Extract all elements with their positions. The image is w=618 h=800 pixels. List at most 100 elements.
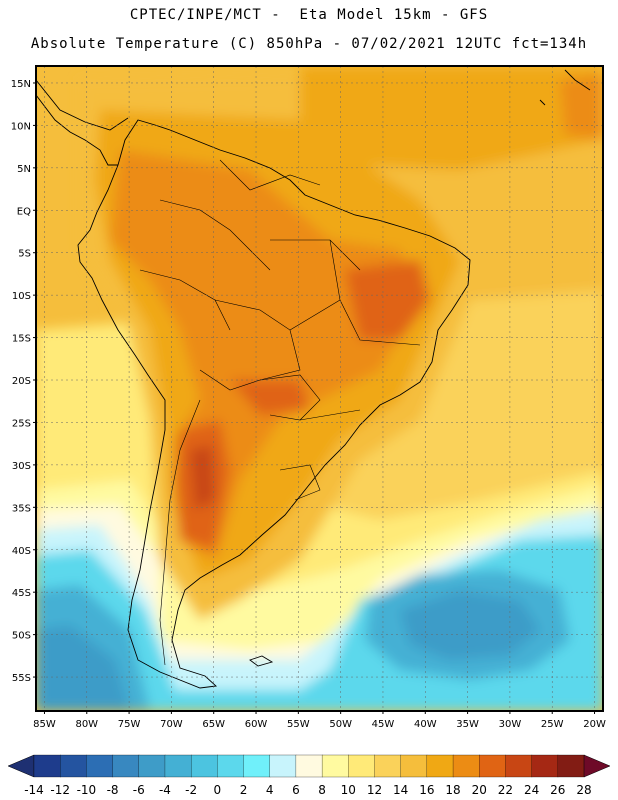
colorbar-swatch [348,754,376,778]
longitude-label: 75W [118,719,141,730]
field-band-minus2c [36,625,130,711]
colorbar [7,754,611,778]
colorbar-swatch [164,754,192,778]
colorbar-swatch [321,754,349,778]
colorbar-label: 24 [524,783,539,797]
colorbar-swatch [374,754,402,778]
coastlines [36,69,591,689]
longitude-label: 50W [329,719,352,730]
field-band-18c-northeast [560,75,603,140]
colorbar-swatch [269,754,297,778]
field-band-22c [190,445,215,510]
latitude-label: 15S [12,334,31,345]
border-peru-brazil [139,269,231,331]
south-america-coast [77,119,471,689]
colorbar-label: 4 [266,783,274,797]
colorbar-label: -10 [77,783,97,797]
colorbar-swatch [557,754,585,778]
latitude-label: 15N [11,79,31,90]
map-frame [35,65,604,712]
colorbar-label: 14 [393,783,408,797]
colorbar-label: 16 [419,783,434,797]
colorbar-labels: -14 -12 -10 -8 -6 -4 -2 0 2 4 6 8 10 12 14 16 18 20 22 24 26… [24,783,591,797]
colorbar-label: -2 [185,783,197,797]
border-uruguay [279,464,321,501]
latitude-label: 50S [12,631,31,642]
colorbar-swatch [243,754,271,778]
longitude-label: 80W [75,719,98,730]
colorbar-label: 22 [498,783,513,797]
colorbar-label: 20 [472,783,487,797]
colorbar-label: 10 [341,783,356,797]
colorbar-label: -4 [159,783,171,797]
latitude-label: 5N [17,164,31,175]
latitude-label: 5S [18,249,31,260]
latitude-label: 25S [12,418,31,429]
colorbar-label: -6 [133,783,145,797]
latitude-label: 40S [12,546,31,557]
colorbar-low-arrow [7,754,35,778]
colorbar-swatch [426,754,454,778]
temperature-field [36,66,603,711]
falklands-coast [249,655,274,667]
country-borders [139,159,421,666]
latitude-label: 20S [12,376,31,387]
colorbar-label: 6 [292,783,300,797]
colorbar-swatch [452,754,480,778]
field-band-minus2c-ocean [400,590,540,660]
longitude-label: 30W [499,719,522,730]
colorbar-swatch [33,754,61,778]
colorbar-label: 8 [318,783,326,797]
colorbar-swatch [479,754,506,778]
border-brazil-states [270,239,421,421]
central-america-coast [36,79,129,166]
colorbar-swatch [138,754,166,778]
colorbar-swatch [531,754,559,778]
colorbar-label: -14 [24,783,44,797]
chart-title-line-2: Absolute Temperature (C) 850hPa - 07/02/… [30,36,588,52]
latitude-label: EQ [17,206,31,217]
colorbar-swatch [86,754,114,778]
latitude-label: 30S [12,461,31,472]
colorbar-swatch [400,754,428,778]
colorbar-swatch [217,754,245,778]
longitude-label: 55W [287,719,310,730]
colorbar-label: 0 [214,783,222,797]
longitude-label: 20W [583,719,606,730]
latitude-label: 55S [12,673,31,684]
border-paraguay [259,374,321,421]
chart-title-line-1: CPTEC/INPE/MCT - Eta Model 15km - GFS [129,7,489,23]
field-band-20c-chaco [230,380,310,415]
colorbar-swatch [190,754,218,778]
longitude-label: 45W [372,719,395,730]
colorbar-swatch [505,754,533,778]
colorbar-swatch [295,754,323,778]
colorbar-label: -8 [107,783,119,797]
caribbean-coast [539,69,591,106]
latitude-label: 10N [11,121,31,132]
border-venezuela-guyana [219,159,321,191]
colorbar-swatch [112,754,140,778]
longitude-label: 40W [414,719,437,730]
longitude-label: 25W [541,719,564,730]
border-argentina-chile [159,399,201,666]
longitude-label: 70W [160,719,183,730]
colorbar-swatch [60,754,87,778]
longitude-label: 85W [33,719,56,730]
colorbar-label: 26 [550,783,565,797]
colorbar-label: 2 [240,783,248,797]
longitude-labels: 85W 80W 75W 70W 65W 60W 55W 50W 45W 40W 35W 30W 25W 2… [33,711,606,730]
field-band-16c-north [300,66,603,170]
latitude-label: 45S [12,588,31,599]
colorbar-high-arrow [583,754,611,778]
colorbar-label: 18 [445,783,460,797]
longitude-label: 65W [202,719,225,730]
colorbar-label: 28 [576,783,591,797]
colorbar-label: -12 [50,783,70,797]
border-bolivia [199,299,301,391]
latitude-labels: 15N 10N 5N EQ 5S 10S 15S 20S 25S 30S 35S 40S 45S 50S 5… [11,79,36,684]
border-colombia-brazil [159,199,271,271]
latitude-label: 10S [12,291,31,302]
colorbar-label: 12 [367,783,382,797]
